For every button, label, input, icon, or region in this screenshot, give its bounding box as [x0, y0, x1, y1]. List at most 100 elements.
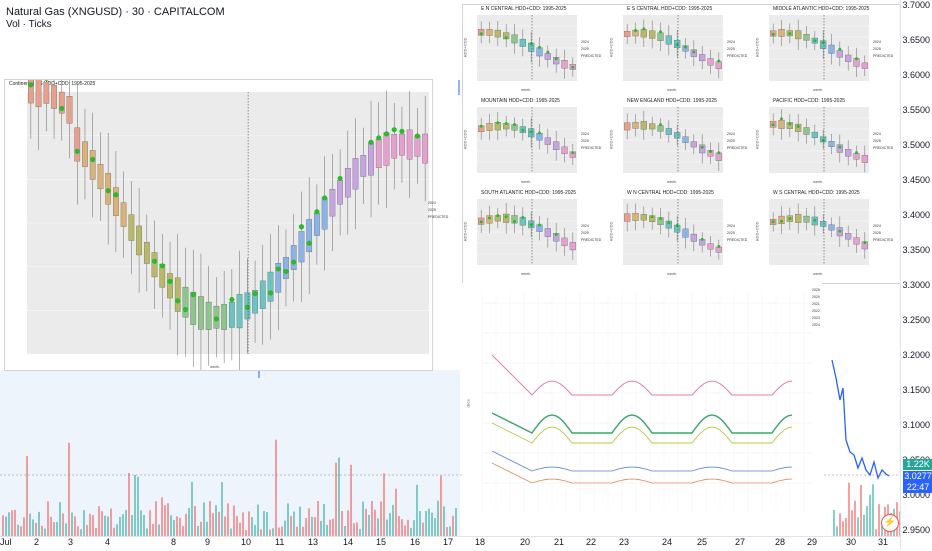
legend-2022: 2022: [812, 309, 820, 313]
time-tick: 31: [878, 537, 889, 547]
regional-ylabel: HDD+CDD: [608, 37, 614, 58]
price-tick: 3.6000: [902, 70, 930, 80]
price-tick: 3.4500: [902, 175, 930, 185]
volume-bar: [899, 511, 900, 536]
point-2025: [383, 131, 390, 137]
price-tick: 3.5500: [902, 105, 930, 115]
regional-panel: NEW ENGLAND HDD+CDD: 1995-2025 week HDD+CD…: [608, 97, 755, 189]
point-2025: [700, 237, 704, 241]
regional-panel: MOUNTAIN HDD+CDD: 1995-2025 week HDD+CDD 20…: [463, 97, 609, 189]
point-2025: [788, 217, 792, 221]
volume-bar: [866, 506, 868, 536]
point-2025: [314, 209, 320, 215]
point-2025: [275, 266, 281, 272]
continental-boxplot-image: Continental US HDD+CDD: 1995-2025 week: [4, 79, 433, 371]
lightning-icon[interactable]: ⚡: [881, 514, 899, 532]
volume-bar: [35, 522, 37, 536]
price-tick: 3.7000: [902, 0, 930, 10]
regional-legend: 2024 2025 PREDICTED: [727, 39, 747, 60]
legend-entry: 2024: [581, 224, 589, 228]
volume-bar: [326, 524, 328, 536]
box: [275, 262, 282, 293]
regional-ylabel: HDD+CDD: [462, 129, 468, 150]
volume-bar: [863, 514, 865, 536]
box: [820, 221, 827, 227]
box: [632, 122, 639, 129]
legend-2024: 2024: [812, 323, 820, 327]
volume-bar: [302, 526, 304, 536]
volume-bar: [62, 513, 64, 536]
regional-legend: 2024 2025 PREDICTED: [581, 39, 601, 60]
price-tick: 3.5000: [902, 140, 930, 150]
legend-entry: 2024: [873, 224, 881, 228]
legend-entry: 2025: [873, 47, 881, 51]
regional-legend: 2024 2025 PREDICTED: [581, 131, 601, 152]
box: [136, 225, 142, 256]
volume-bar: [881, 525, 883, 536]
point-2025: [788, 32, 792, 36]
forecast-series-line: [491, 354, 793, 396]
regional-ylabel: HDD+CDD: [608, 129, 614, 150]
volume-bar: [428, 508, 430, 536]
point-2025: [554, 233, 558, 237]
volume-bar: [383, 473, 385, 536]
volume-bar: [281, 526, 283, 536]
volume-bar: [26, 455, 28, 536]
point-2025: [538, 131, 541, 135]
time-axis[interactable]: Jul 2 3 4 8 9 10 11 13 14 15 16 17 18 20 21 22 23 24 25 27 28…: [0, 536, 900, 551]
box: [803, 215, 810, 223]
box: [120, 202, 127, 227]
time-tick: Jul: [0, 537, 12, 547]
price-axis[interactable]: 3.7000 3.6500 3.6000 3.5500 3.5000 3.4500 3.40…: [900, 0, 932, 550]
volume-bar: [212, 513, 214, 536]
box: [198, 296, 204, 330]
volume-indicator-label[interactable]: Vol · Ticks: [6, 19, 52, 30]
time-tick: 15: [376, 537, 387, 547]
regional-panel-title: NEW ENGLAND HDD+CDD: 1995-2025: [627, 98, 717, 104]
regional-panel-title: W N CENTRAL HDD+CDD: 1995-2025: [627, 190, 714, 196]
volume-bar: [206, 521, 208, 536]
volume-bar: [242, 512, 244, 536]
box: [486, 123, 493, 131]
volume-bar: [314, 517, 316, 536]
bar-countdown-badge: 22:47: [903, 482, 932, 493]
symbol-title[interactable]: Natural Gas (XNGUSD) · 30 · CAPITALCOM: [6, 6, 225, 18]
box: [624, 122, 631, 131]
time-tick: 8: [171, 537, 177, 547]
legend-entry: 2025: [581, 139, 589, 143]
box: [290, 245, 297, 270]
volume-bar: [32, 519, 34, 536]
box: [58, 91, 65, 114]
legend-entry: 2025: [727, 47, 735, 51]
volume-bar: [50, 516, 52, 536]
volume-bar: [257, 504, 259, 536]
volume-bar: [182, 526, 184, 536]
box: [803, 127, 810, 135]
volume-bar: [89, 513, 91, 536]
box: [221, 303, 227, 330]
point-2025: [813, 39, 817, 43]
point-2025: [538, 45, 541, 49]
point-2025: [771, 123, 775, 127]
volume-bar: [107, 516, 109, 536]
point-2025: [267, 290, 274, 296]
box: [28, 80, 34, 104]
volume-bar: [167, 503, 169, 536]
box: [674, 132, 681, 139]
volume-bar: [98, 506, 100, 536]
box: [707, 243, 714, 250]
box: [845, 149, 852, 157]
point-2025: [414, 133, 421, 139]
regional-legend: 2024 2025 PREDICTED: [873, 39, 893, 60]
chart-canvas[interactable]: Natural Gas (XNGUSD) · 30 · CAPITALCOM V…: [0, 0, 900, 536]
volume-bar: [8, 512, 10, 536]
point-2025: [650, 215, 654, 219]
volume-bar: [197, 525, 199, 536]
regional-panel: PACIFIC HDD+CDD: 1995-2025 week HDD+CDD 202…: [754, 97, 900, 189]
box: [306, 219, 313, 253]
volume-bar: [842, 521, 844, 536]
time-tick: 14: [343, 537, 354, 547]
regional-panel: E N CENTRAL HDD+CDD: 1995-2025 week HDD+CD…: [463, 5, 609, 97]
box: [665, 220, 672, 229]
box: [561, 60, 568, 69]
